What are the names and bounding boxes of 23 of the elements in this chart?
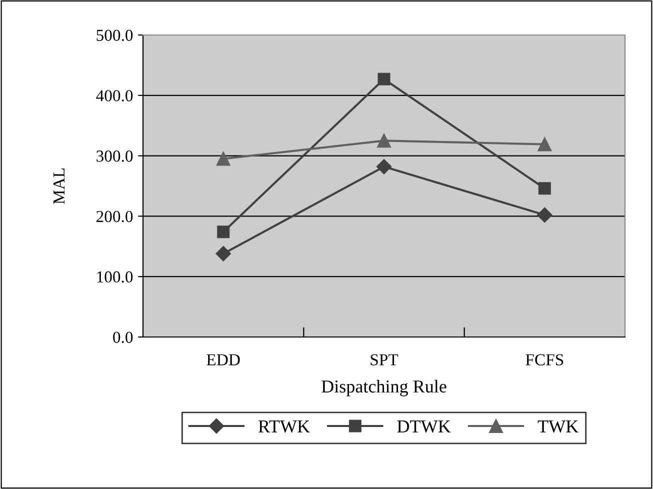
y-tick-label: 0.0 [113, 332, 133, 344]
legend-label: DTWK [397, 420, 451, 433]
y-tick-label: 500.0 [96, 30, 133, 42]
point [217, 226, 230, 238]
point [216, 152, 230, 166]
x-tick-label: SPT [370, 354, 398, 366]
point [378, 72, 390, 86]
point [377, 134, 391, 148]
legend-label: RTWK [258, 420, 310, 433]
y-tick-label: 400.0 [96, 90, 133, 102]
point [216, 246, 231, 262]
point [538, 137, 552, 152]
y-tick-label: 300.0 [96, 150, 133, 162]
x-tick-label: FCFS [526, 354, 564, 366]
y-tick-label: 100.0 [97, 271, 133, 283]
point [376, 159, 392, 174]
legend-label: TWK [538, 420, 578, 433]
point [537, 207, 552, 223]
x-axis-title: Dispatching Rule [322, 380, 446, 396]
y-axis-title: MAL [53, 168, 64, 204]
y-tick-label: 200.0 [96, 210, 133, 222]
point [538, 182, 551, 195]
x-tick-label: EDD [206, 354, 240, 366]
